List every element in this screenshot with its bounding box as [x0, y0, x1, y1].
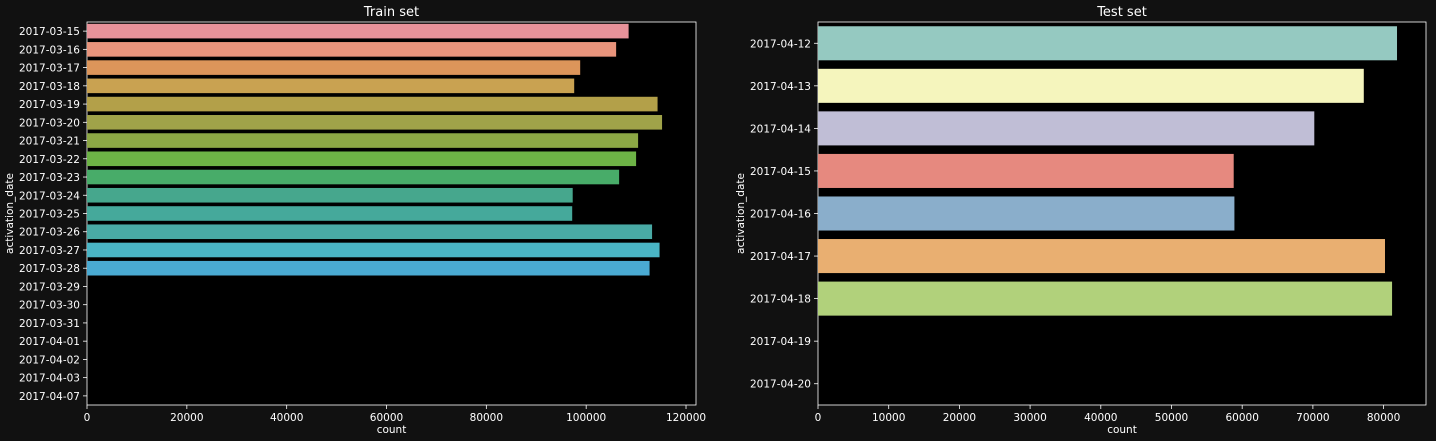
- train-set-ytick-label: 2017-03-20: [19, 117, 80, 129]
- train-set-xtick-label: 60000: [370, 412, 403, 424]
- train-set-ytick-label: 2017-03-29: [19, 281, 80, 293]
- test-set-xtick-label: 80000: [1367, 412, 1400, 424]
- train-set-ytick-label: 2017-03-19: [19, 99, 80, 111]
- train-set-xtick-label: 0: [84, 412, 91, 424]
- train-set-bar-2017-03-28: [87, 260, 650, 276]
- test-set-ytick-label: 2017-04-14: [750, 123, 811, 135]
- test-set-ytick-label: 2017-04-19: [750, 336, 811, 348]
- train-set-ytick-label: 2017-04-07: [19, 391, 80, 403]
- test-set-xtick-label: 50000: [1155, 412, 1188, 424]
- train-set-ytick-label: 2017-04-01: [19, 336, 80, 348]
- train-set-ytick-label: 2017-03-30: [19, 300, 80, 312]
- test-set-bar-2017-04-18: [818, 281, 1393, 316]
- train-set-bar-2017-03-20: [87, 115, 663, 130]
- train-set-ytick-label: 2017-03-26: [19, 227, 80, 239]
- test-set-bar-2017-04-13: [818, 68, 1364, 103]
- train-set-ytick-label: 2017-03-15: [19, 26, 80, 38]
- test-set-bar-2017-04-16: [818, 196, 1235, 231]
- train-set-bar-2017-03-23: [87, 169, 620, 185]
- train-set-bar-2017-03-24: [87, 187, 573, 203]
- train-set-bar-2017-03-17: [87, 60, 581, 75]
- test-set-xtick-label: 20000: [943, 412, 976, 424]
- train-set-xlabel: count: [377, 424, 407, 436]
- train-set-xtick-label: 80000: [470, 412, 503, 424]
- test-set-xtick-label: 70000: [1296, 412, 1329, 424]
- train-set-bar-2017-03-18: [87, 78, 575, 94]
- train-set-ytick-label: 2017-03-21: [19, 136, 80, 148]
- train-set-ytick-label: 2017-03-17: [19, 63, 80, 75]
- train-set-bar-2017-03-25: [87, 206, 573, 221]
- test-set-bar-2017-04-12: [818, 26, 1398, 61]
- train-set-bar-2017-03-22: [87, 151, 637, 167]
- test-set-ytick-label: 2017-04-13: [750, 81, 811, 93]
- test-set-ytick-label: 2017-04-18: [750, 294, 811, 306]
- train-set-ytick-label: 2017-04-02: [19, 354, 80, 366]
- train-set-bar-2017-03-16: [87, 42, 617, 57]
- train-set-xtick-label: 120000: [666, 412, 706, 424]
- test-set-chart: Test set count activation_date 2017-04-1…: [735, 5, 1427, 436]
- train-set-ytick-label: 2017-03-24: [19, 190, 80, 202]
- train-set-title: Train set: [363, 5, 419, 20]
- train-set-ytick-label: 2017-03-25: [19, 209, 80, 221]
- test-set-xtick-label: 30000: [1013, 412, 1046, 424]
- test-set-title: Test set: [1096, 5, 1147, 20]
- train-set-xtick-label: 20000: [170, 412, 203, 424]
- train-set-ytick-label: 2017-03-18: [19, 81, 80, 93]
- test-set-ytick-label: 2017-04-20: [750, 379, 811, 391]
- test-set-bar-2017-04-17: [818, 239, 1385, 274]
- train-set-ytick-label: 2017-03-23: [19, 172, 80, 184]
- test-set-xtick-label: 60000: [1225, 412, 1258, 424]
- test-set-xtick-label: 10000: [872, 412, 905, 424]
- train-set-bar-2017-03-26: [87, 224, 653, 240]
- train-set-ytick-label: 2017-03-31: [19, 318, 80, 330]
- train-set-ytick-label: 2017-04-03: [19, 373, 80, 385]
- train-set-ytick-label: 2017-03-16: [19, 44, 80, 56]
- train-set-xtick-label: 100000: [566, 412, 606, 424]
- test-set-ytick-label: 2017-04-16: [750, 209, 811, 221]
- train-set-ytick-label: 2017-03-27: [19, 245, 80, 257]
- test-set-xlabel: count: [1107, 424, 1137, 436]
- test-set-ytick-label: 2017-04-12: [750, 38, 811, 50]
- train-set-ylabel: activation_date: [4, 173, 16, 254]
- train-set-bar-2017-03-15: [87, 23, 629, 39]
- train-set-ytick-label: 2017-03-22: [19, 154, 80, 166]
- train-set-ytick-label: 2017-03-28: [19, 263, 80, 275]
- train-set-xtick-label: 40000: [270, 412, 303, 424]
- train-set-bar-2017-03-19: [87, 96, 658, 112]
- test-set-ytick-label: 2017-04-17: [750, 251, 811, 263]
- train-set-bar-2017-03-27: [87, 242, 660, 258]
- test-set-bar-2017-04-14: [818, 111, 1315, 146]
- train-set-bar-2017-03-21: [87, 133, 639, 148]
- test-set-ylabel: activation_date: [735, 173, 747, 254]
- test-set-xtick-label: 40000: [1084, 412, 1117, 424]
- test-set-xtick-label: 0: [815, 412, 822, 424]
- train-set-chart: Train set count activation_date 2017-03-…: [4, 5, 706, 436]
- test-set-bar-2017-04-15: [818, 153, 1234, 188]
- test-set-ytick-label: 2017-04-15: [750, 166, 811, 178]
